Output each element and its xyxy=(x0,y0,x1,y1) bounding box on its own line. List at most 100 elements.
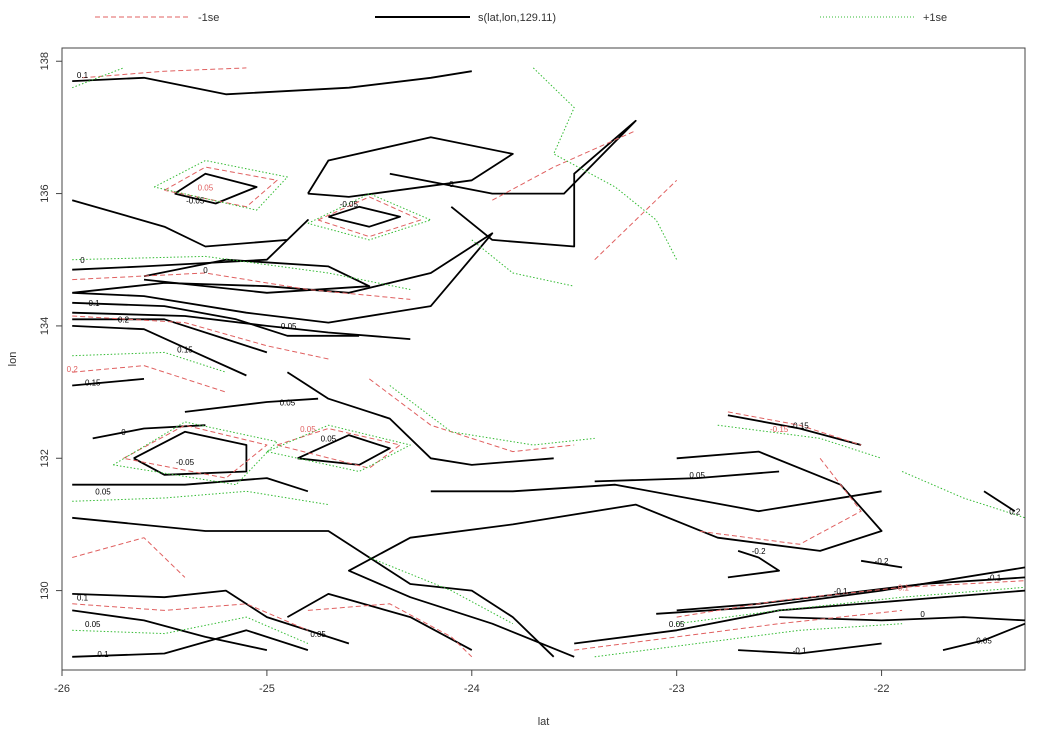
contour-line xyxy=(72,325,247,377)
contour-level-label: -0.2 xyxy=(875,557,889,566)
contour-line xyxy=(860,559,903,569)
contour-line xyxy=(307,603,473,658)
contour-level-label: 0 xyxy=(203,266,208,275)
x-tick-label: -23 xyxy=(669,683,685,695)
contour-level-label: 0.1 xyxy=(77,71,89,80)
contour-level-label: 0.05 xyxy=(689,471,705,480)
contour-line xyxy=(72,609,268,651)
contour-line xyxy=(72,516,555,658)
contour-level-label: 0.15 xyxy=(85,378,101,387)
contour-level-label: -0.15 xyxy=(790,421,809,430)
contour-level-label: 0.05 xyxy=(95,488,111,497)
contour-line xyxy=(389,119,637,248)
contour-line xyxy=(72,315,329,360)
contour-line xyxy=(72,70,472,96)
contour-line xyxy=(532,67,678,260)
legend-label: -1se xyxy=(198,12,219,24)
contour-line xyxy=(72,537,186,578)
contour-line xyxy=(574,609,903,651)
contour-line xyxy=(72,311,411,340)
contour-line xyxy=(72,365,227,393)
contour-line xyxy=(72,301,360,337)
contour-level-label: 0.05 xyxy=(321,435,337,444)
contour-level-label: -0.2 xyxy=(752,547,766,556)
contour-level-label: -0.1 xyxy=(834,587,848,596)
x-axis-label: lat xyxy=(538,716,550,728)
contour-line xyxy=(174,172,258,205)
contour-level-label: 0.05 xyxy=(198,183,214,192)
y-tick-label: 132 xyxy=(39,449,51,467)
contour-level-label: -0.1 xyxy=(987,574,1001,583)
contour-line xyxy=(72,589,350,645)
contour-level-label: 0.05 xyxy=(300,425,316,434)
legend-label: s(lat,lon,129.11) xyxy=(478,12,556,24)
contour-line xyxy=(983,490,1016,512)
contour-line xyxy=(317,196,422,238)
contour-level-label: 0.1 xyxy=(77,594,89,603)
contour-lines xyxy=(71,67,1026,658)
contour-line xyxy=(143,258,371,294)
x-tick-label: -26 xyxy=(54,683,70,695)
contour-line xyxy=(123,424,268,479)
contour-line xyxy=(72,351,227,373)
contour-line xyxy=(901,471,1026,519)
contour-line xyxy=(71,199,309,271)
contour-line xyxy=(430,483,882,513)
contour-line xyxy=(656,566,1026,615)
contour-line xyxy=(72,629,309,658)
contour-line xyxy=(82,67,247,79)
contour-line xyxy=(594,179,678,261)
contour-line xyxy=(594,470,780,483)
contour-level-label: 0.05 xyxy=(280,398,296,407)
contour-level-label: 0 xyxy=(121,428,126,437)
contour-line xyxy=(574,589,1026,645)
contour-line xyxy=(492,130,636,201)
contour-line xyxy=(72,378,145,387)
contour-line xyxy=(72,616,309,644)
y-tick-label: 134 xyxy=(39,317,51,335)
contour-level-label: 0.05 xyxy=(85,620,101,629)
contour-line xyxy=(153,160,288,211)
contour-line xyxy=(266,424,411,472)
contour-line xyxy=(92,424,206,440)
contour-line xyxy=(727,414,862,446)
contour-level-label: -0.05 xyxy=(186,197,205,206)
contour-line xyxy=(307,136,514,198)
contour-line xyxy=(72,477,309,493)
legend-label: +1se xyxy=(923,12,947,24)
contour-line xyxy=(133,430,248,476)
contour-line xyxy=(389,385,595,446)
y-tick-label: 130 xyxy=(39,581,51,599)
contour-line xyxy=(942,622,1026,651)
contour-level-label: 0.2 xyxy=(1009,508,1021,517)
contour-line xyxy=(676,586,1026,625)
contour-line xyxy=(328,205,401,228)
contour-level-label: -0.05 xyxy=(278,322,297,331)
plot-frame xyxy=(61,47,1026,671)
contour-line xyxy=(72,272,411,300)
x-tick-label: -22 xyxy=(874,683,890,695)
contour-line xyxy=(184,397,319,413)
contour-level-label: -0.05 xyxy=(340,200,359,209)
contour-level-label: 0.1 xyxy=(97,650,109,659)
contour-level-label: 0 xyxy=(920,610,925,619)
contour-line xyxy=(112,421,278,486)
contour-line xyxy=(676,580,1026,618)
x-tick-label: -24 xyxy=(464,683,480,695)
contour-level-label: 0.05 xyxy=(310,630,326,639)
contour-line xyxy=(594,623,903,658)
contour-line xyxy=(276,428,401,469)
contour-level-label: 0.2 xyxy=(118,316,130,325)
contour-line xyxy=(738,642,882,655)
contour-line xyxy=(72,490,329,506)
contour-line xyxy=(676,576,1026,612)
contour-level-label: -0.05 xyxy=(176,458,195,467)
contour-line xyxy=(72,232,494,324)
contour-line xyxy=(779,616,1026,622)
contour-level-label: 0.05 xyxy=(669,620,685,629)
contour-line xyxy=(72,603,309,631)
contour-line xyxy=(369,557,514,625)
contour-line xyxy=(286,593,473,651)
contour-level-label: 0.15 xyxy=(177,345,193,354)
